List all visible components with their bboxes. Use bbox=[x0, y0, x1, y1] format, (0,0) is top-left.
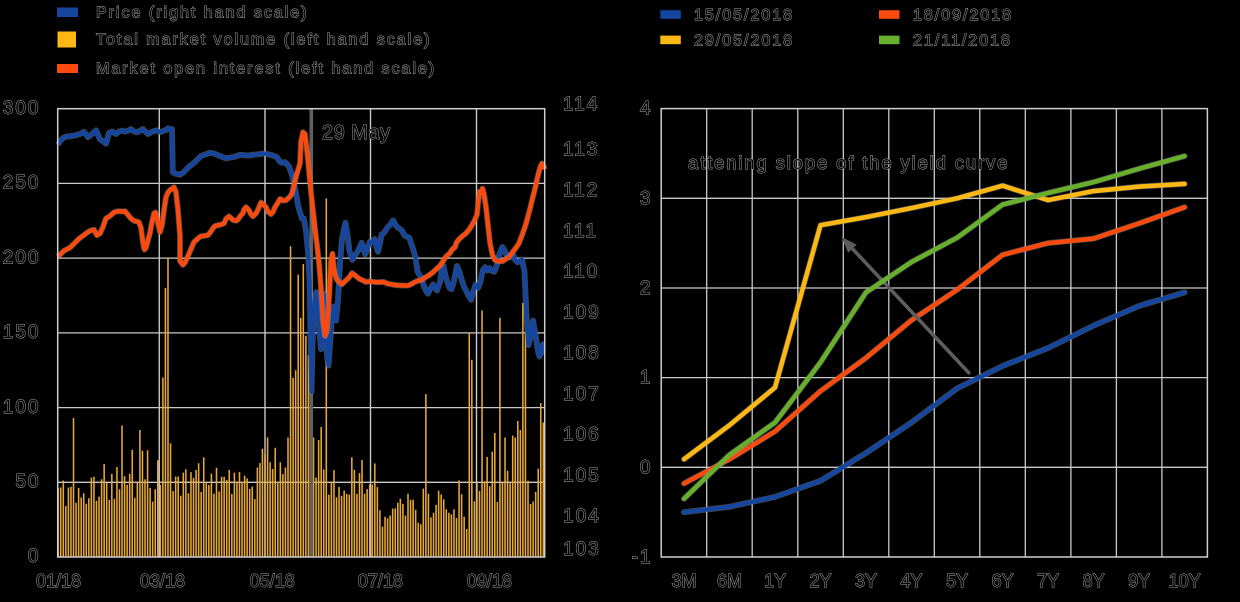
svg-text:-1: -1 bbox=[632, 547, 653, 568]
svg-text:108: 108 bbox=[563, 343, 601, 364]
svg-text:10Y: 10Y bbox=[1169, 571, 1201, 591]
svg-text:0: 0 bbox=[640, 457, 653, 478]
svg-text:1: 1 bbox=[640, 368, 653, 389]
svg-text:2Y: 2Y bbox=[809, 571, 831, 591]
svg-text:114: 114 bbox=[563, 94, 599, 115]
svg-text:104: 104 bbox=[563, 506, 601, 527]
svg-text:09/18: 09/18 bbox=[467, 571, 512, 591]
svg-text:29 May: 29 May bbox=[322, 122, 391, 144]
svg-text:3: 3 bbox=[640, 188, 653, 209]
svg-text:111: 111 bbox=[563, 221, 598, 242]
svg-text:29/05/2018: 29/05/2018 bbox=[694, 32, 794, 49]
svg-text:105: 105 bbox=[563, 465, 601, 486]
svg-text:7Y: 7Y bbox=[1037, 571, 1059, 591]
svg-text:03/18: 03/18 bbox=[140, 571, 185, 591]
svg-text:Total market volume (left hand: Total market volume (left hand scale) bbox=[96, 32, 431, 49]
svg-text:Price (right hand scale): Price (right hand scale) bbox=[96, 5, 309, 22]
svg-text:113: 113 bbox=[563, 139, 599, 160]
svg-text:6M: 6M bbox=[717, 571, 742, 591]
svg-text:107: 107 bbox=[563, 384, 601, 405]
svg-text:109: 109 bbox=[563, 302, 601, 323]
svg-text:250: 250 bbox=[3, 173, 41, 194]
svg-text:3Y: 3Y bbox=[855, 571, 877, 591]
svg-text:01/18: 01/18 bbox=[36, 571, 81, 591]
svg-text:0: 0 bbox=[28, 546, 41, 567]
svg-text:21/11/2018: 21/11/2018 bbox=[913, 32, 1012, 49]
svg-text:200: 200 bbox=[3, 247, 41, 268]
svg-text:15/05/2018: 15/05/2018 bbox=[694, 7, 794, 24]
svg-text:4: 4 bbox=[640, 99, 653, 120]
svg-text:9Y: 9Y bbox=[1128, 571, 1150, 591]
svg-text:3M: 3M bbox=[671, 571, 696, 591]
svg-text:2: 2 bbox=[640, 278, 653, 299]
svg-text:50: 50 bbox=[15, 472, 40, 493]
svg-text:112: 112 bbox=[563, 180, 599, 201]
svg-text:4Y: 4Y bbox=[900, 571, 922, 591]
svg-text:07/18: 07/18 bbox=[358, 571, 403, 591]
svg-text:103: 103 bbox=[563, 539, 601, 560]
svg-text:150: 150 bbox=[3, 322, 41, 343]
svg-text:8Y: 8Y bbox=[1083, 571, 1105, 591]
svg-text:Market open interest (left han: Market open interest (left hand scale) bbox=[96, 61, 436, 78]
svg-text:110: 110 bbox=[563, 262, 599, 283]
svg-text:05/18: 05/18 bbox=[250, 571, 295, 591]
svg-text:300: 300 bbox=[3, 98, 41, 119]
svg-text:1Y: 1Y bbox=[764, 571, 786, 591]
svg-text:100: 100 bbox=[3, 397, 41, 418]
svg-text:6Y: 6Y bbox=[992, 571, 1014, 591]
svg-text:18/09/2018: 18/09/2018 bbox=[913, 7, 1013, 24]
svg-text:106: 106 bbox=[563, 425, 601, 446]
svg-text:5Y: 5Y bbox=[946, 571, 968, 591]
svg-text:attening slope of the yield cu: attening slope of the yield curve bbox=[688, 152, 1009, 173]
